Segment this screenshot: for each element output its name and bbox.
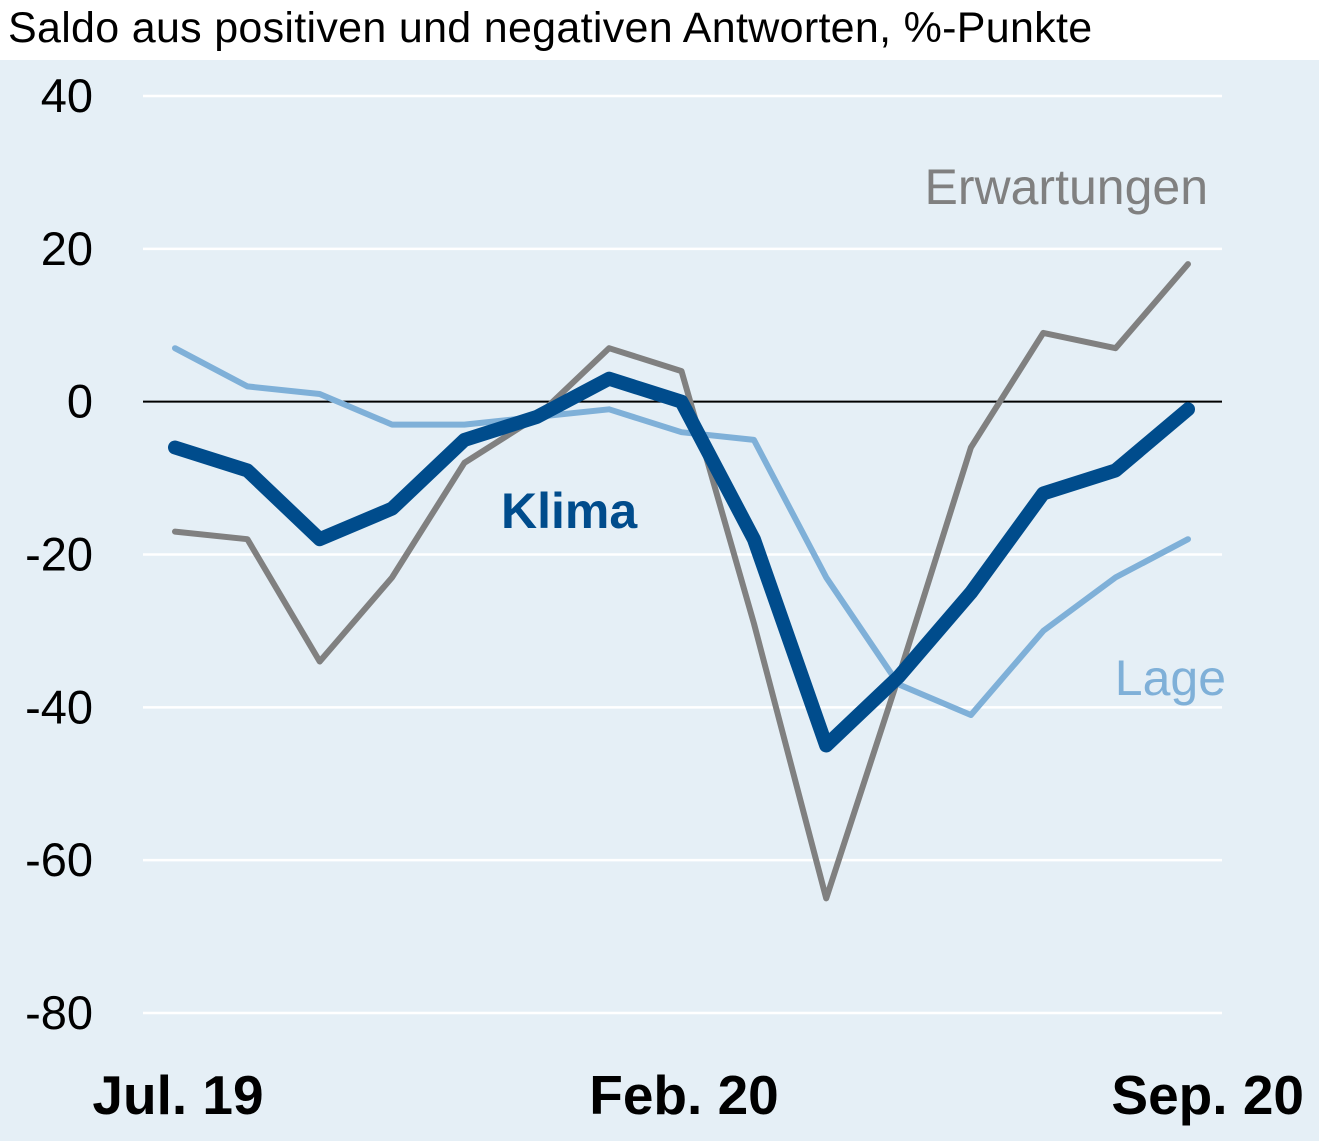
label-lage: Lage: [1115, 650, 1226, 706]
y-tick-label: 0: [67, 375, 93, 428]
y-tick-label: -20: [25, 528, 93, 581]
label-klima: Klima: [501, 483, 638, 539]
y-tick-label: -40: [25, 680, 93, 733]
y-tick-label: 40: [41, 69, 93, 122]
series-annotations: Erwartungen Klima Lage: [501, 159, 1226, 706]
label-erwartungen: Erwartungen: [925, 159, 1209, 215]
x-axis-ticks: Jul. 19 Feb. 20 Sep. 20: [92, 1064, 1304, 1126]
y-tick-label: -80: [25, 986, 93, 1039]
y-tick-label: 20: [41, 222, 93, 275]
series-lines: [168, 261, 1195, 902]
chart-title: Saldo aus positiven und negativen Antwor…: [8, 4, 1093, 52]
y-axis-ticks: 40 20 0 -20 -40 -60 -80: [25, 69, 93, 1039]
x-tick-label: Sep. 20: [1111, 1064, 1304, 1126]
series-line-erwartungen: [172, 261, 1191, 902]
series-line-klima: [168, 371, 1195, 753]
x-tick-label: Jul. 19: [92, 1064, 263, 1126]
plot-background: [0, 60, 1319, 1141]
x-tick-label: Feb. 20: [589, 1064, 779, 1126]
y-tick-label: -60: [25, 833, 93, 886]
series-line-lage: [172, 345, 1191, 718]
